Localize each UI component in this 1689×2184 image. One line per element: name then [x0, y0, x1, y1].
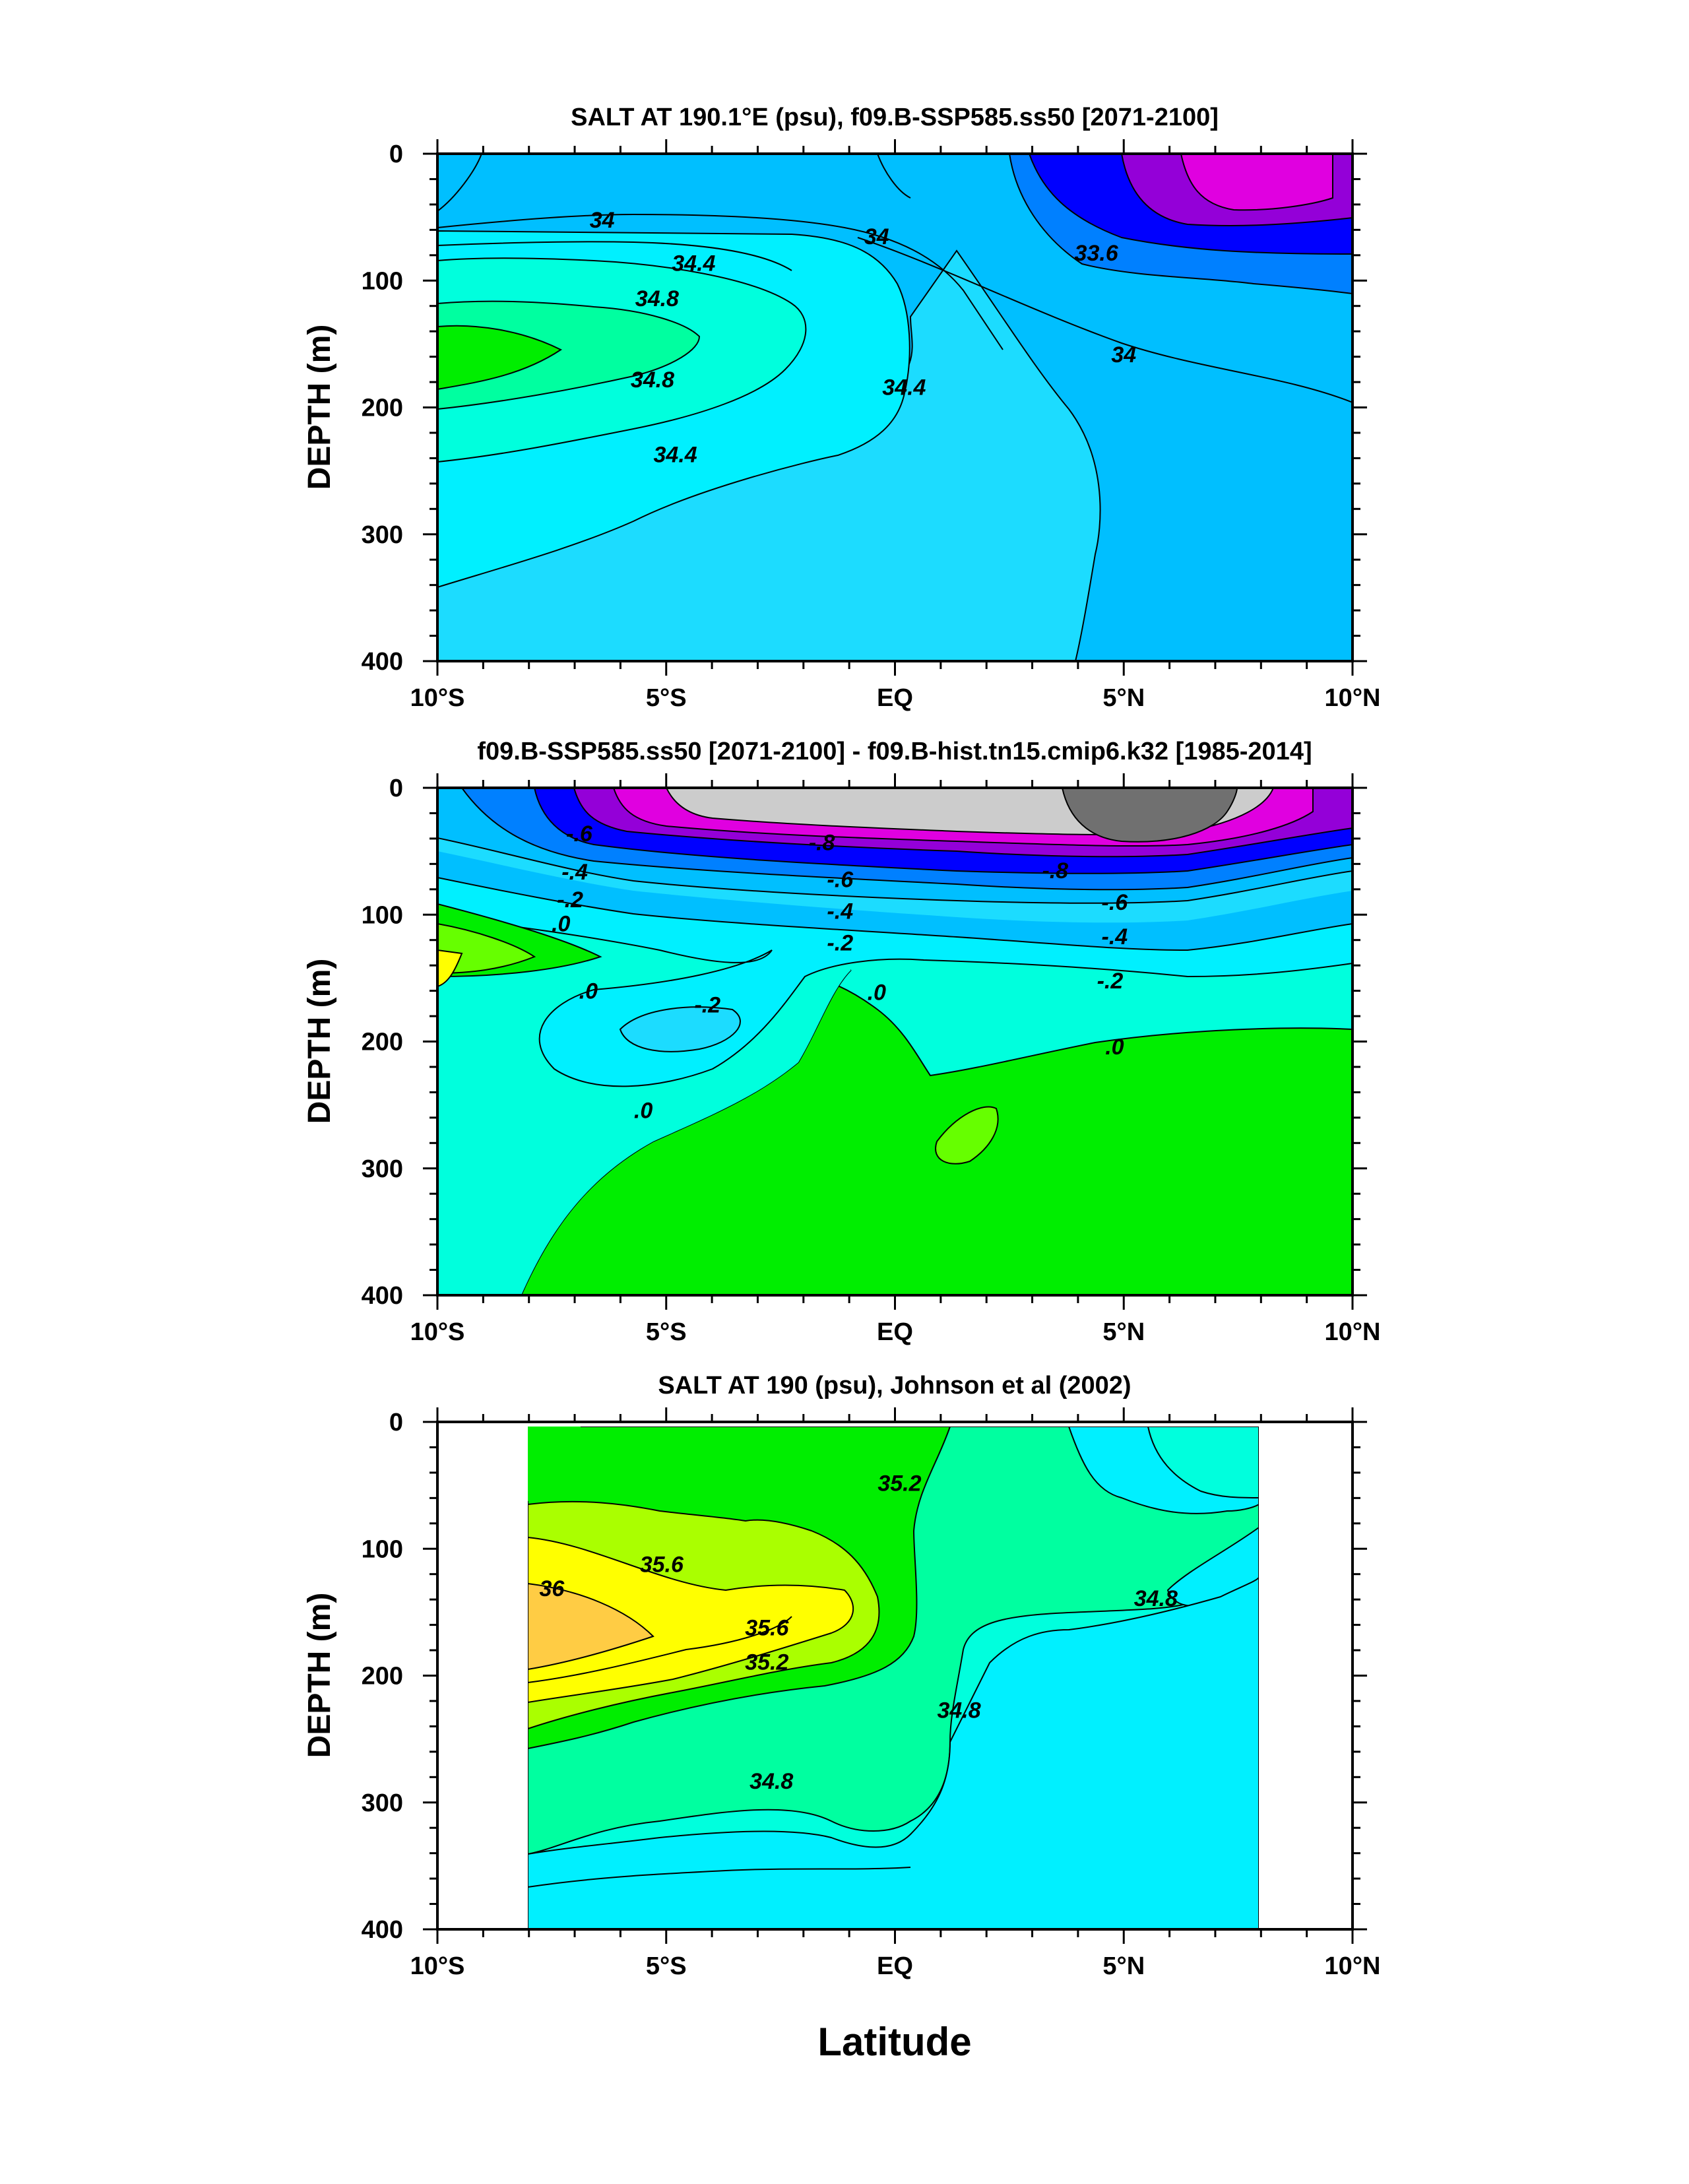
contour-label: 35.6	[640, 1552, 684, 1577]
x-tick-label: 10°S	[410, 684, 465, 712]
contour-label: 34.8	[1134, 1586, 1178, 1611]
contour-label: 34.8	[749, 1769, 793, 1794]
contour-label: -.4	[561, 860, 588, 885]
x-tick-label: 10°N	[1325, 684, 1381, 712]
x-tick-label: 5°S	[646, 684, 687, 712]
panel-title: SALT AT 190.1°E (psu), f09.B-SSP585.ss50…	[571, 104, 1219, 131]
x-tick-label: 10°S	[410, 1318, 465, 1346]
contour-label: -.4	[827, 899, 853, 924]
salt-model-panel: SALT AT 190.1°E (psu), f09.B-SSP585.ss50…	[302, 104, 1380, 712]
y-tick-label: 400	[362, 1282, 403, 1310]
contour-label: .0	[634, 1098, 653, 1123]
contour-label: .0	[552, 912, 570, 937]
contour-label: 34.4	[672, 251, 715, 276]
contour-labels: 34 34 33.6 34.4 34.8 34.8 34.4 34.4 34	[590, 208, 1136, 468]
y-tick-label: 200	[362, 1029, 403, 1056]
y-tick-label: 0	[389, 141, 403, 168]
contour-label: 36	[539, 1576, 565, 1601]
axes: 10°S 5°S EQ 5°N 10°N 0 100 200 300 400	[362, 773, 1381, 1346]
contour-label: -.2	[1097, 969, 1124, 994]
x-tick-label: 10°N	[1325, 1318, 1381, 1346]
salt-difference-panel: f09.B-SSP585.ss50 [2071-2100] - f09.B-hi…	[302, 738, 1380, 1346]
x-tick-label: 5°N	[1102, 1318, 1145, 1346]
y-tick-label: 0	[389, 1409, 403, 1436]
axes: 10°S 5°S EQ 5°N 10°N 0 100 200 300 400	[362, 139, 1381, 712]
x-tick-label: 5°N	[1102, 1952, 1145, 1980]
contour-label: 33.6	[1075, 241, 1119, 266]
contour-label: 34.4	[882, 375, 926, 401]
contour-label: -.2	[694, 993, 720, 1018]
y-tick-label: 100	[362, 1535, 403, 1563]
x-tick-label: EQ	[877, 684, 913, 712]
y-tick-label: 400	[362, 1916, 403, 1944]
contour-label: -.6	[1102, 890, 1129, 915]
y-tick-label: 100	[362, 901, 403, 929]
x-axis-label: Latitude	[817, 2020, 971, 2064]
contour-label: -.6	[827, 867, 854, 892]
contour-label: 35.6	[745, 1615, 789, 1640]
contour-label: 34.8	[937, 1698, 980, 1723]
contour-fill	[437, 788, 1353, 1295]
no-data-mask-left	[437, 1422, 528, 1929]
no-data-mask-right	[1259, 1422, 1353, 1929]
y-tick-label: 300	[362, 521, 403, 549]
contour-label: -.2	[557, 887, 583, 913]
contour-label: .0	[868, 980, 886, 1006]
contour-label: -.2	[827, 931, 853, 956]
x-tick-label: 5°S	[646, 1952, 687, 1980]
contour-label: -.4	[1102, 924, 1128, 949]
panel-title: SALT AT 190 (psu), Johnson et al (2002)	[658, 1372, 1131, 1399]
y-tick-label: 0	[389, 775, 403, 802]
y-tick-label: 400	[362, 648, 403, 676]
contour-label: 34.8	[635, 286, 679, 311]
y-axis-label: DEPTH (m)	[302, 1593, 337, 1758]
contour-label: 34.4	[654, 443, 697, 468]
x-tick-label: 10°N	[1325, 1952, 1381, 1980]
contour-label: -.8	[1042, 858, 1068, 883]
y-axis-label: DEPTH (m)	[302, 959, 337, 1124]
panel-title: f09.B-SSP585.ss50 [2071-2100] - f09.B-hi…	[477, 738, 1312, 765]
contour-label: -.8	[809, 831, 835, 856]
contour-label: -.6	[566, 821, 593, 847]
x-tick-label: EQ	[877, 1318, 913, 1346]
contour-labels: -.6-.4-.2.0-.8-.6-.4-.2-.8-.6-.4-.2.0-.2…	[552, 821, 1128, 1123]
contour-label: .0	[579, 979, 598, 1004]
contour-label: 34	[590, 208, 615, 233]
contour-label: 34	[1111, 342, 1136, 368]
y-axis-label: DEPTH (m)	[302, 325, 337, 490]
contour-label: 34.8	[631, 368, 674, 393]
no-data-mask-top	[437, 1422, 1353, 1427]
x-tick-label: 5°N	[1102, 684, 1145, 712]
x-tick-label: 10°S	[410, 1952, 465, 1980]
y-tick-label: 300	[362, 1789, 403, 1817]
contour-label: 35.2	[745, 1650, 788, 1675]
contour-labels: 35.2 35.6 36 35.6 35.2 34.8 34.8 34.8	[539, 1471, 1178, 1794]
x-tick-label: EQ	[877, 1952, 913, 1980]
y-tick-label: 100	[362, 267, 403, 295]
x-tick-label: 5°S	[646, 1318, 687, 1346]
contour-fill	[527, 1426, 1259, 1929]
y-tick-label: 300	[362, 1155, 403, 1183]
contour-fill	[437, 154, 1353, 661]
y-tick-label: 200	[362, 395, 403, 422]
contour-label: .0	[1105, 1035, 1124, 1060]
axes: 10°S 5°S EQ 5°N 10°N 0 100 200 300 400	[362, 1407, 1381, 1980]
contour-label: 34	[864, 224, 889, 249]
salt-observed-panel: SALT AT 190 (psu), Johnson et al (2002)	[302, 1372, 1380, 2064]
y-tick-label: 200	[362, 1663, 403, 1690]
contour-label: 35.2	[877, 1471, 921, 1496]
